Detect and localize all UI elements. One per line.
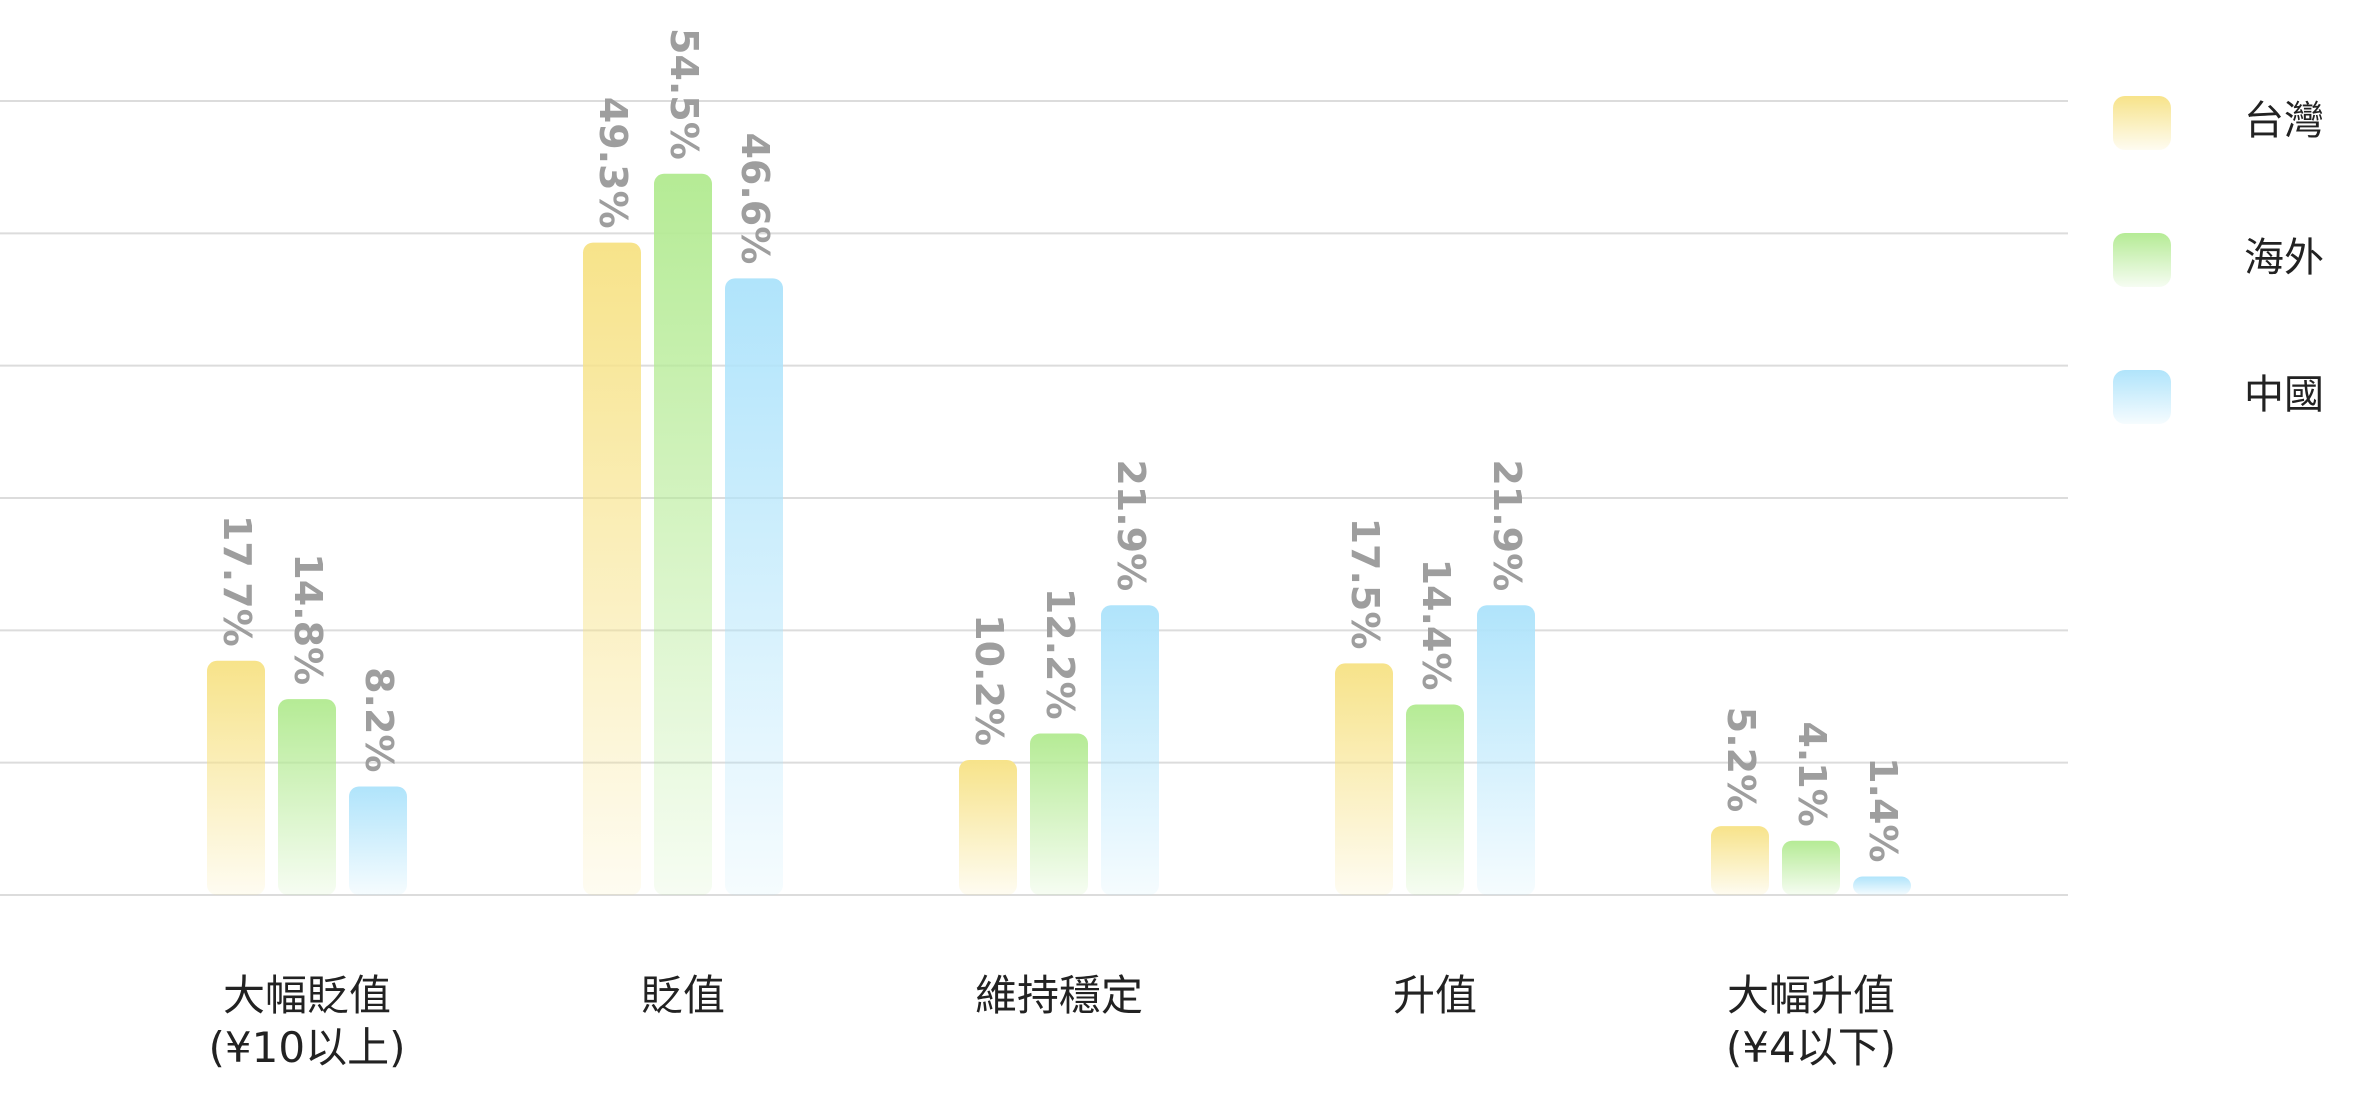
x-tick-label: 升值: [1392, 971, 1477, 1020]
value-label: 54.5%: [662, 28, 706, 160]
bar: [654, 173, 712, 896]
value-label: 21.9%: [1485, 459, 1529, 591]
bar: [1711, 826, 1769, 895]
legend-swatch: [2113, 233, 2171, 287]
value-label: 5.2%: [1719, 707, 1763, 812]
bar: [1030, 733, 1088, 895]
bar: [1477, 605, 1535, 895]
bar: [278, 699, 336, 895]
bar: [725, 278, 783, 895]
value-label: 17.7%: [215, 515, 259, 647]
legend-label: 台灣: [2244, 98, 2324, 144]
value-label: 14.8%: [286, 553, 330, 685]
bar: [1406, 704, 1464, 895]
legend-swatch: [2113, 370, 2171, 424]
value-label: 17.5%: [1343, 518, 1387, 650]
value-label: 21.9%: [1109, 459, 1153, 591]
value-label: 12.2%: [1038, 588, 1082, 720]
value-label: 10.2%: [967, 614, 1011, 746]
value-label: 8.2%: [357, 667, 401, 772]
value-label: 4.1%: [1790, 721, 1834, 826]
bar: [959, 760, 1017, 895]
value-label: 14.4%: [1414, 559, 1458, 691]
x-tick-label: 貶值: [640, 971, 725, 1020]
bar: [1101, 605, 1159, 895]
bar: [583, 242, 641, 895]
bar: [1335, 663, 1393, 895]
legend-label: 中國: [2244, 372, 2324, 418]
value-label: 1.4%: [1861, 757, 1905, 862]
x-tick-label: 大幅升值 (¥4以下): [1725, 971, 1897, 1072]
x-tick-label: 維持穩定: [974, 971, 1143, 1020]
bar: [1853, 876, 1911, 895]
bar: [349, 786, 407, 895]
legend-label: 海外: [2244, 235, 2324, 281]
value-label: 46.6%: [733, 132, 777, 264]
bar: [1782, 840, 1840, 895]
value-label: 49.3%: [591, 97, 635, 229]
legend-swatch: [2113, 96, 2171, 150]
bar: [207, 660, 265, 895]
x-tick-label: 大幅貶值 (¥10以上): [208, 971, 406, 1072]
